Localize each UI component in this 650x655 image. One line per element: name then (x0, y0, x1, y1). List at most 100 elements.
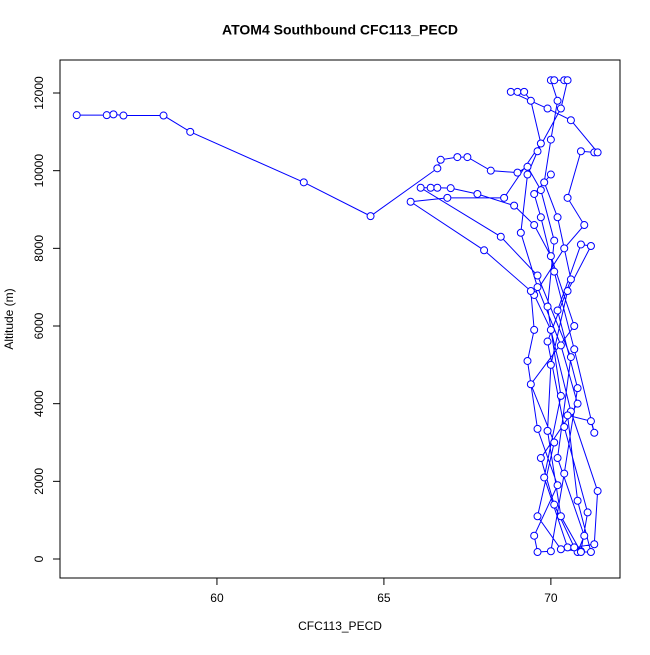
data-point (566, 353, 575, 362)
data-point (299, 178, 308, 187)
data-point (530, 189, 539, 198)
data-point (540, 473, 549, 482)
data-point (570, 543, 579, 552)
data-point (513, 168, 522, 177)
data-point (556, 545, 565, 554)
data-point (506, 87, 515, 96)
data-point (546, 135, 555, 144)
data-point (560, 422, 569, 431)
data-point (530, 531, 539, 540)
data-point (536, 213, 545, 222)
data-point (563, 193, 572, 202)
data-point (436, 155, 445, 164)
data-point (526, 380, 535, 389)
data-point (553, 481, 562, 490)
data-point (573, 496, 582, 505)
data-point (119, 111, 128, 120)
data-point (536, 139, 545, 148)
data-point (570, 345, 579, 354)
x-tick-label: 70 (544, 591, 558, 605)
data-point (520, 87, 529, 96)
data-point (453, 153, 462, 162)
data-point (463, 153, 472, 162)
data-point (576, 548, 585, 557)
data-point (536, 454, 545, 463)
data-point (526, 287, 535, 296)
data-point (543, 426, 552, 435)
data-point (590, 540, 599, 549)
y-axis-label: Altitude (m) (2, 288, 16, 349)
data-point (516, 228, 525, 237)
data-point (480, 246, 489, 255)
data-point (446, 184, 455, 193)
data-point (556, 341, 565, 350)
data-point (533, 512, 542, 521)
y-tick-label: 8000 (32, 235, 46, 262)
data-point (583, 508, 592, 517)
data-point (546, 325, 555, 334)
data-point (536, 186, 545, 195)
data-point (550, 438, 559, 447)
data-point (533, 271, 542, 280)
data-point (523, 162, 532, 171)
data-point (546, 170, 555, 179)
data-point (530, 325, 539, 334)
data-point (533, 283, 542, 292)
y-tick-label: 10000 (32, 154, 46, 188)
data-point (102, 111, 111, 120)
data-point (426, 183, 435, 192)
data-point (433, 183, 442, 192)
data-point (560, 244, 569, 253)
data-point (523, 356, 532, 365)
data-point (586, 417, 595, 426)
data-point (543, 104, 552, 113)
data-point (510, 201, 519, 210)
data-point (533, 424, 542, 433)
data-point (72, 111, 81, 120)
data-point (486, 166, 495, 175)
data-point (570, 322, 579, 331)
data-point (586, 242, 595, 251)
data-point (593, 148, 602, 157)
data-point (546, 360, 555, 369)
y-tick-label: 2000 (32, 468, 46, 495)
data-point (500, 193, 509, 202)
data-point (159, 111, 168, 120)
data-point (550, 267, 559, 276)
data-point (366, 212, 375, 221)
data-point (550, 236, 559, 245)
data-point (573, 384, 582, 393)
x-tick-label: 60 (210, 591, 224, 605)
chart-title: ATOM4 Southbound CFC113_PECD (222, 22, 458, 38)
data-point (553, 96, 562, 105)
data-point (586, 548, 595, 557)
data-point (590, 428, 599, 437)
data-point (186, 127, 195, 136)
data-point (556, 391, 565, 400)
data-point (526, 96, 535, 105)
data-point (550, 500, 559, 509)
data-point (556, 104, 565, 113)
data-point (540, 178, 549, 187)
y-tick-label: 0 (32, 555, 46, 562)
data-point (566, 116, 575, 125)
data-point (543, 337, 552, 346)
data-point (553, 213, 562, 222)
data-point (580, 221, 589, 230)
data-point (533, 147, 542, 156)
y-tick-label: 4000 (32, 390, 46, 417)
data-point (556, 512, 565, 521)
data-point (496, 232, 505, 241)
data-point (433, 164, 442, 173)
data-point (523, 170, 532, 179)
data-point (473, 189, 482, 198)
data-point (553, 306, 562, 315)
data-point (576, 240, 585, 249)
data-point (543, 302, 552, 311)
x-tick-label: 65 (377, 591, 391, 605)
data-point (109, 110, 118, 119)
data-point (550, 76, 559, 85)
data-point (546, 252, 555, 261)
y-tick-label: 6000 (32, 312, 46, 339)
